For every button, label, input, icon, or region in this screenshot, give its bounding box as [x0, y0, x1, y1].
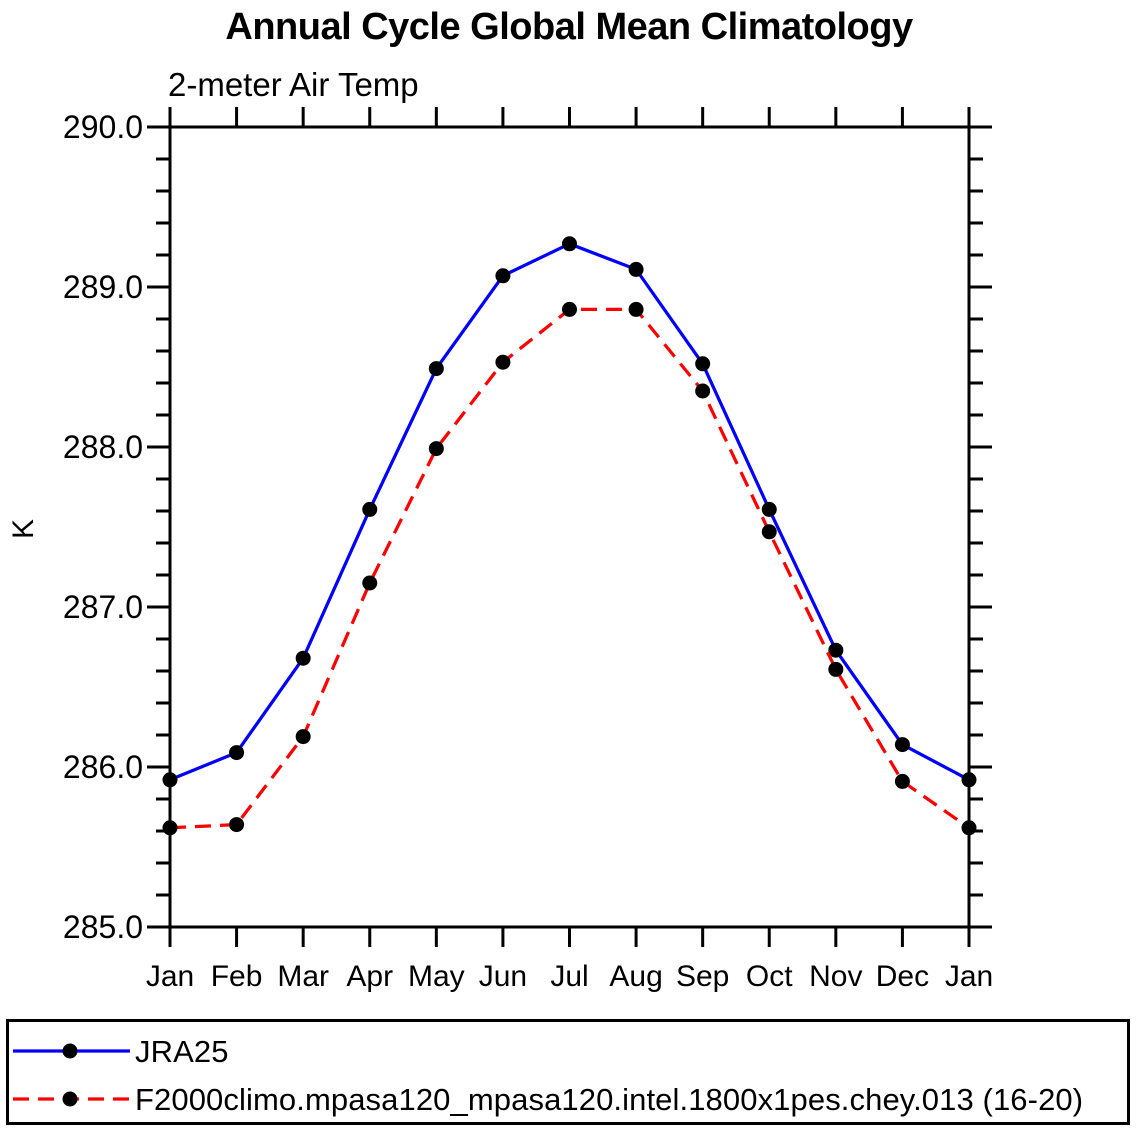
x-tick-label: Feb	[211, 960, 263, 993]
data-point-marker	[295, 729, 311, 745]
y-axis-ticks: 285.0 286.0 287.0 288.0 289.0 290.0	[63, 109, 992, 945]
x-tick-label: Dec	[876, 960, 929, 993]
data-point-marker	[229, 817, 245, 833]
data-point-marker	[961, 820, 977, 836]
y-tick-label: 285.0	[63, 909, 143, 945]
chart-title: Annual Cycle Global Mean Climatology	[225, 6, 913, 48]
x-tick-label: May	[408, 960, 465, 993]
x-tick-label: Nov	[809, 960, 862, 993]
data-point-marker	[428, 361, 444, 377]
data-point-marker	[162, 772, 178, 788]
data-point-marker	[628, 261, 644, 277]
legend-item-f2000climo: F2000climo.mpasa120_mpasa120.intel.1800x…	[9, 1075, 1127, 1123]
chart-subtitle: 2-meter Air Temp	[168, 66, 419, 103]
data-point-marker	[562, 301, 577, 317]
y-tick-label: 289.0	[63, 269, 143, 305]
x-tick-label: Jun	[479, 960, 527, 993]
x-axis-ticks: Jan Feb Mar Apr May Jun Jul Aug Sep Oct Nov Dec Jan	[146, 107, 993, 993]
x-tick-label: Sep	[676, 960, 729, 993]
y-tick-label: 286.0	[63, 749, 143, 785]
x-tick-label: Aug	[609, 960, 662, 993]
data-point-marker	[695, 383, 711, 399]
x-tick-label: Apr	[346, 960, 393, 993]
data-point-marker	[894, 737, 910, 753]
x-tick-label: Mar	[277, 960, 329, 993]
data-point-marker	[562, 236, 577, 252]
x-tick-label: Jan	[945, 960, 993, 993]
data-point-marker	[894, 773, 910, 789]
data-point-marker	[495, 268, 511, 284]
y-tick-label: 288.0	[63, 429, 143, 465]
legend-item-jra25: JRA25	[9, 1027, 1127, 1075]
series-line	[169, 242, 970, 782]
data-point-marker	[295, 650, 311, 666]
legend-sample-solid-line-icon	[13, 1043, 130, 1059]
legend: JRA25 F2000climo.mpasa120_mpasa120.intel…	[6, 1019, 1130, 1125]
data-point-marker	[761, 501, 777, 517]
y-axis-minor-ticks	[156, 157, 983, 897]
x-tick-label: Jul	[550, 960, 588, 993]
legend-label-f2000climo: F2000climo.mpasa120_mpasa120.intel.1800x…	[135, 1081, 1084, 1117]
data-point-marker	[229, 745, 245, 761]
data-point-marker	[162, 820, 178, 836]
plot-canvas: 285.0 286.0 287.0 288.0 289.0 290.0 Jan Feb Mar A…	[63, 107, 993, 993]
legend-label-jra25: JRA25	[135, 1033, 229, 1069]
data-point-marker	[428, 441, 444, 457]
y-tick-label: 287.0	[63, 589, 143, 625]
data-point-marker	[495, 354, 511, 370]
data-point-marker	[362, 575, 378, 591]
legend-marker	[62, 1091, 78, 1107]
data-point-marker	[828, 661, 844, 677]
y-tick-label: 290.0	[63, 109, 143, 145]
data-point-marker	[761, 524, 777, 540]
data-point-marker	[695, 356, 711, 372]
series-f2000climo	[162, 301, 977, 836]
x-tick-label: Jan	[146, 960, 194, 993]
x-tick-label: Oct	[746, 960, 793, 993]
legend-sample-dashed-line-icon	[13, 1091, 130, 1107]
legend-marker	[62, 1043, 78, 1059]
data-point-marker	[628, 301, 644, 317]
series-line	[169, 307, 970, 830]
data-point-marker	[362, 501, 378, 517]
data-point-marker	[828, 642, 844, 658]
data-point-marker	[961, 772, 977, 788]
series-jra25	[162, 236, 977, 788]
